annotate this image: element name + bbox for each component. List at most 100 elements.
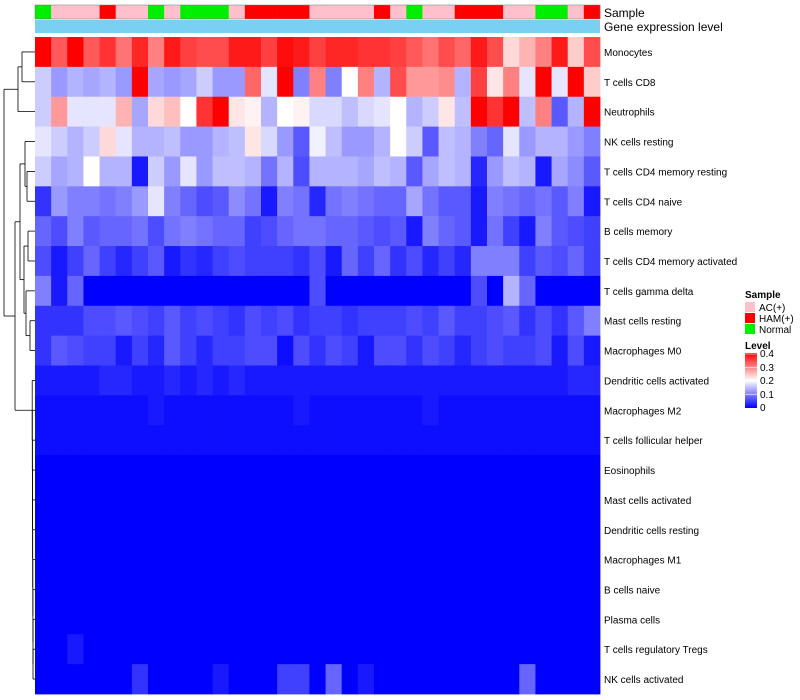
- heatmap-cell: [454, 574, 472, 605]
- heatmap-cell: [503, 365, 520, 396]
- heatmap-cell: [212, 544, 230, 575]
- heatmap-cell: [487, 664, 504, 695]
- heatmap-cell: [180, 425, 197, 456]
- heatmap-cell: [487, 604, 504, 635]
- heatmap-cell: [551, 365, 569, 396]
- heatmap-cell: [196, 574, 213, 605]
- heatmap-cell: [519, 574, 536, 605]
- heatmap-cell: [212, 664, 230, 695]
- heatmap-cell: [438, 395, 456, 426]
- heatmap-cell: [325, 275, 343, 307]
- heatmap-cell: [148, 425, 165, 456]
- heatmap-cell: [390, 574, 407, 605]
- heatmap-cell: [115, 66, 133, 98]
- sample-annotation-cell: [567, 5, 585, 19]
- heatmap-cell: [519, 186, 536, 217]
- heatmap-cell: [148, 126, 165, 157]
- heatmap-cell: [583, 634, 601, 665]
- heatmap-cell: [115, 574, 133, 605]
- heatmap-cell: [228, 425, 246, 456]
- heatmap-cell: [293, 275, 310, 307]
- heatmap-cell: [244, 455, 262, 486]
- heatmap-cell: [535, 484, 552, 516]
- heatmap-cell: [148, 66, 165, 98]
- heatmap-cell: [406, 335, 423, 366]
- heatmap-cell: [277, 365, 294, 396]
- sample-annotation-cell: [244, 5, 262, 19]
- heatmap-cell: [196, 634, 213, 665]
- heatmap-cell: [196, 66, 213, 98]
- heatmap-cell: [148, 96, 165, 127]
- heatmap-cell: [196, 604, 213, 635]
- heatmap-cell: [551, 395, 569, 426]
- heatmap-cell: [374, 574, 391, 605]
- heatmap-cell: [567, 216, 585, 247]
- legend-level: Level 0.4 0.3 0.2 0.1 0: [745, 341, 774, 414]
- heatmap-cell: [583, 186, 601, 217]
- heatmap-cell: [454, 604, 472, 635]
- heatmap-cell: [67, 664, 84, 695]
- heatmap-cell: [438, 664, 456, 695]
- heatmap-cell: [422, 37, 439, 68]
- heatmap-cell: [519, 66, 536, 98]
- heatmap-cell: [212, 574, 230, 605]
- heatmap-cell: [51, 395, 68, 426]
- legend-level-tick-01: 0.1: [760, 390, 774, 401]
- heatmap-cell: [422, 66, 439, 98]
- sample-annotation-cell: [487, 5, 504, 19]
- heatmap-cell: [51, 634, 68, 665]
- heatmap-cell: [293, 126, 310, 157]
- heatmap-cell: [99, 395, 117, 426]
- legend-level-tick-04: 0.4: [760, 349, 774, 360]
- heatmap-cell: [261, 37, 278, 68]
- heatmap-cell: [567, 275, 585, 307]
- heatmap-cell: [131, 544, 149, 575]
- heatmap-cell: [277, 156, 294, 187]
- heatmap-cell: [341, 395, 359, 426]
- heatmap-cell: [131, 634, 149, 665]
- heatmap-cell: [390, 514, 407, 546]
- heatmap-cell: [35, 96, 52, 127]
- heatmap-cell: [228, 246, 246, 277]
- heatmap-cell: [164, 305, 181, 337]
- heatmap-cell: [212, 305, 230, 337]
- heatmap-cell: [454, 305, 472, 337]
- heatmap-cell: [583, 514, 601, 546]
- heatmap-cell: [115, 425, 133, 456]
- heatmap-cell: [406, 634, 423, 665]
- heatmap-cell: [519, 335, 536, 366]
- heatmap-cell: [164, 365, 181, 396]
- heatmap-cell: [519, 604, 536, 635]
- heatmap-cell: [390, 66, 407, 98]
- heatmap-cell: [67, 335, 84, 366]
- heatmap-cell: [180, 335, 197, 366]
- heatmap-cell: [567, 395, 585, 426]
- heatmap-cell: [35, 574, 52, 605]
- heatmap-cell: [567, 37, 585, 68]
- heatmap-cell: [341, 37, 359, 68]
- heatmap-cell: [196, 395, 213, 426]
- heatmap-cell: [277, 544, 294, 575]
- sample-annotation-cell: [196, 5, 213, 19]
- heatmap-cell: [374, 96, 391, 127]
- heatmap-cell: [115, 455, 133, 486]
- heatmap-cell: [390, 96, 407, 127]
- heatmap-cell: [212, 216, 230, 247]
- legend-level-title: Level: [745, 341, 771, 352]
- heatmap-cell: [148, 37, 165, 68]
- heatmap-cell: [341, 335, 359, 366]
- heatmap-cell: [535, 514, 552, 546]
- heatmap-cell: [551, 335, 569, 366]
- heatmap-cell: [180, 574, 197, 605]
- sample-annotation-cell: [583, 5, 601, 19]
- heatmap-cell: [422, 96, 439, 127]
- heatmap-cell: [357, 66, 375, 98]
- heatmap-cell: [519, 664, 536, 695]
- heatmap-cell: [470, 246, 488, 277]
- heatmap-cell: [228, 126, 246, 157]
- heatmap-cell: [406, 574, 423, 605]
- heatmap-cell: [503, 246, 520, 277]
- heatmap-cell: [567, 484, 585, 516]
- heatmap-cell: [454, 544, 472, 575]
- heatmap-cell: [583, 455, 601, 486]
